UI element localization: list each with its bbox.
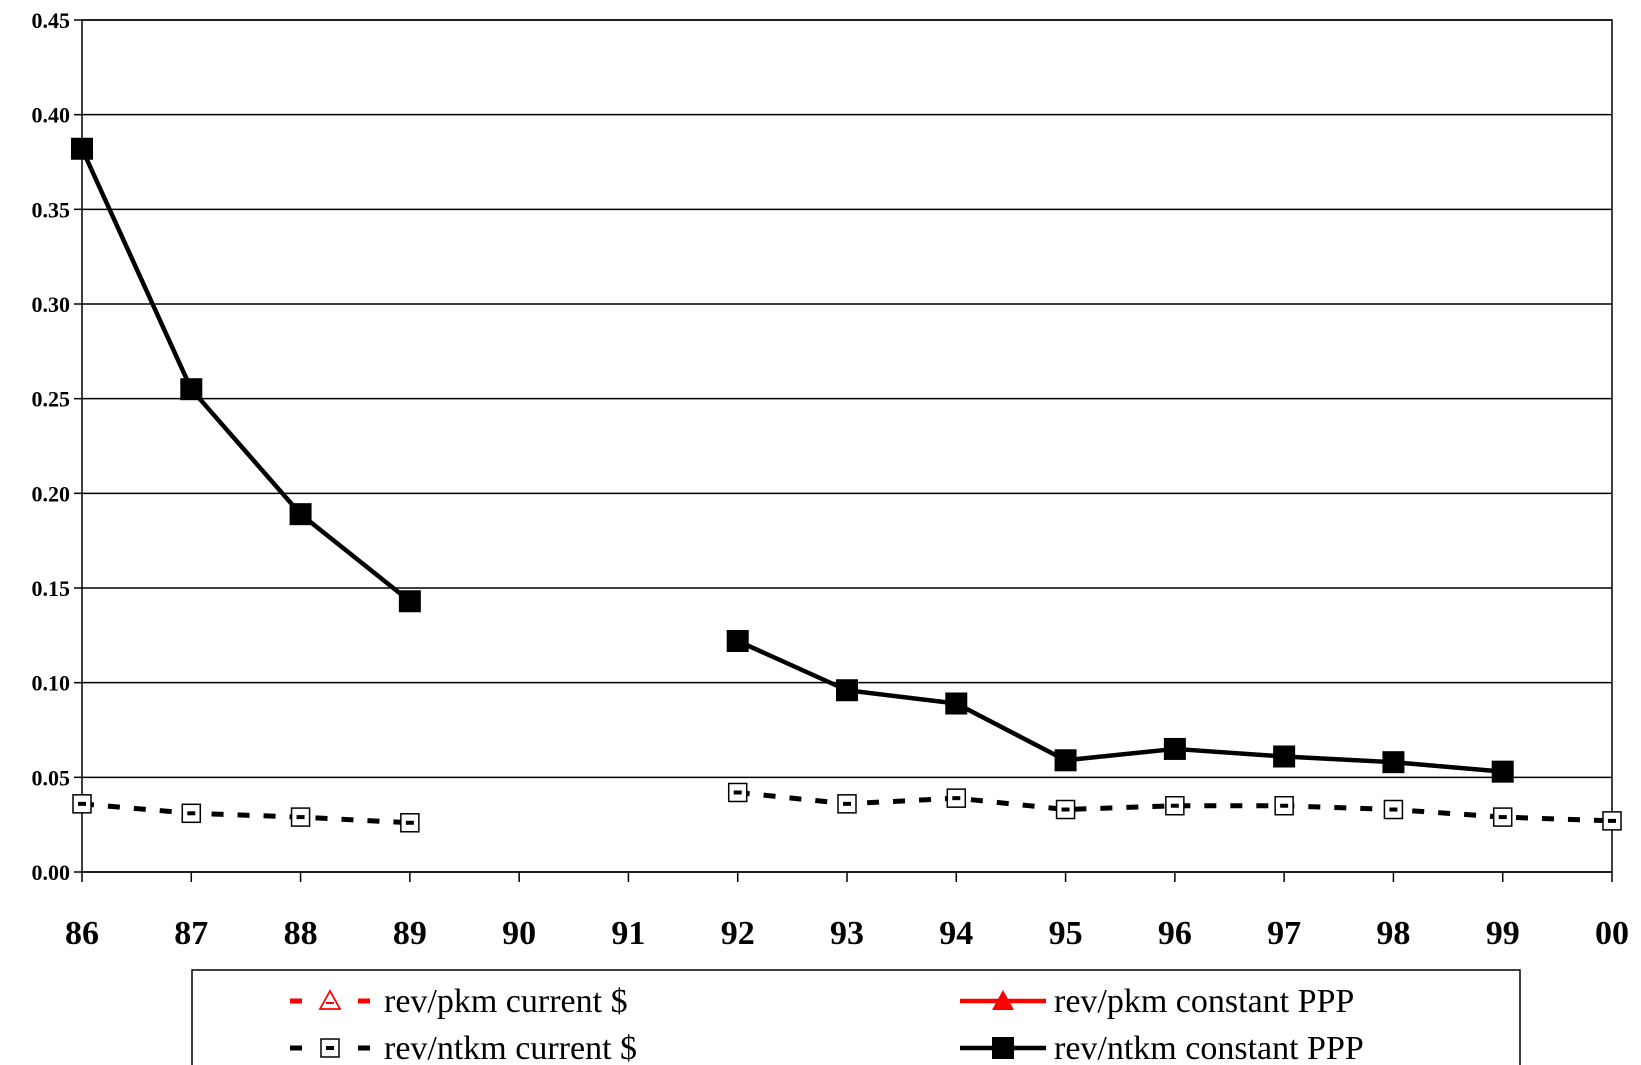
x-tick-label: 97 [1267,915,1301,952]
data-point [398,590,421,613]
plot-area [81,19,1613,873]
data-point [836,679,858,702]
legend-marker [992,1037,1014,1059]
y-tick-label: 0.35 [32,197,71,222]
y-tick-label: 0.25 [32,387,71,412]
data-point [1163,737,1186,760]
marker-dash [1280,803,1289,808]
legend-marker [318,989,342,1010]
x-tick-label: 91 [611,915,645,952]
marker-dash [843,801,851,806]
marker-dash [952,796,961,801]
data-point [1491,760,1514,783]
series-line [81,801,410,826]
data-point [289,503,312,526]
y-tick-label: 0.15 [32,576,71,601]
series-line [79,147,412,604]
data-point [180,378,203,401]
legend-label: rev/ntkm constant PPP [1054,1030,1364,1065]
x-tick-label: 98 [1376,915,1410,952]
legend-label: rev/pkm current $ [384,983,628,1020]
legend-label: rev/pkm constant PPP [1054,983,1354,1020]
x-tick-label: 90 [502,915,536,952]
data-point [400,813,420,833]
x-tick-label: 00 [1595,915,1629,952]
data-point [1055,799,1076,820]
y-tick-label: 0.30 [32,292,71,317]
series-3 [72,782,1622,833]
x-tick-label: 87 [174,915,208,952]
series-line [736,638,1503,774]
data-point [837,794,857,814]
marker-dash [733,790,742,795]
legend-label: rev/ntkm current $ [384,1030,637,1065]
legend: rev/pkm current $ rev/pkm constant PPP rev… [191,969,1521,1065]
data-point [1274,795,1294,816]
legend-marker [992,990,1014,1010]
legend-item-1: rev/pkm current $ [290,983,628,1020]
data-point [946,788,967,808]
data-point [945,692,968,715]
x-tick-label: 96 [1158,915,1192,952]
data-point [1054,749,1077,772]
data-point [726,630,749,653]
data-point [1492,807,1513,827]
data-point [727,782,748,803]
y-tick-label: 0.05 [32,765,71,790]
legend-item-4: rev/ntkm constant PPP [960,1030,1364,1065]
x-tick-label: 86 [65,915,99,952]
marker-dash [1061,807,1070,812]
data-point [1602,811,1622,831]
marker-dash [405,820,414,825]
marker-dash [78,801,86,806]
marker-outline [318,989,342,1010]
y-tick-label: 0.20 [32,481,71,506]
marker-dash [1170,803,1179,808]
x-tick-label: 94 [939,915,973,952]
data-point [72,794,92,814]
x-tick-label: 95 [1049,915,1083,952]
series-4 [71,137,1514,783]
data-point [1383,799,1404,820]
y-tick-label: 0.00 [32,860,71,885]
data-point [1165,795,1185,816]
x-axis: 86 87 88 89 90 91 92 93 94 95 96 97 98 99 00 [65,872,1629,952]
marker-dash [187,811,196,816]
y-tick-label: 0.10 [32,671,71,696]
legend-marker [320,1038,340,1058]
legend-item-2: rev/pkm constant PPP [960,983,1354,1020]
x-tick-label: 99 [1486,915,1520,952]
marker-dash [1498,815,1507,820]
data-point [290,807,311,827]
gridlines [81,19,1613,873]
legend-item-3: rev/ntkm current $ [290,1030,637,1065]
x-tick-label: 89 [393,915,427,952]
data-point [181,803,202,824]
data-point [1273,745,1296,768]
y-tick-label: 0.45 [32,8,71,33]
series-layer [71,137,1622,833]
marker-dash [1608,818,1616,823]
x-tick-label: 92 [721,915,755,952]
data-point [1382,751,1405,774]
y-tick-label: 0.40 [32,103,71,128]
data-point [71,137,93,160]
legend-box [191,969,1521,1065]
y-axis: 0.00 0.05 0.10 0.15 0.20 0.25 0.30 0.35 0.40 0.45 [32,8,82,885]
x-tick-label: 93 [830,915,864,952]
marker-dash [296,815,305,820]
series-line [737,789,1613,824]
marker-dash [326,1046,334,1050]
x-tick-label: 88 [284,915,318,952]
marker-dash [1389,807,1398,812]
